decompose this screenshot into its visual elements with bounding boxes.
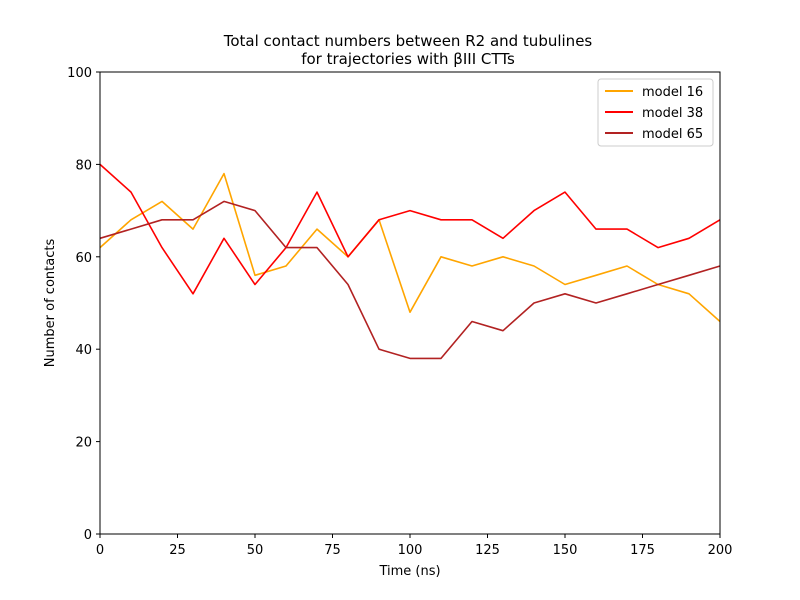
x-tick-label: 50 (247, 543, 264, 558)
y-tick-label: 20 (75, 436, 92, 451)
x-axis-label: Time (ns) (378, 564, 440, 579)
series-line-3 (99, 200, 721, 360)
series-line-2 (99, 163, 721, 295)
legend-box (597, 78, 714, 147)
x-tick-label: 175 (630, 543, 655, 558)
x-tick-label: 0 (96, 543, 104, 558)
x-tick-label: 200 (708, 543, 733, 558)
x-axis: 0 25 50 75 100 125 150 175 200 (96, 534, 733, 558)
legend-label-3: model 65 (642, 127, 703, 142)
y-tick-label: 100 (67, 66, 92, 81)
legend-label-2: model 38 (642, 106, 703, 121)
y-axis: 0 20 40 60 80 100 (67, 66, 100, 543)
series-line-1 (99, 172, 721, 323)
y-axis-label: Number of contacts (43, 239, 58, 368)
chart-title: Total contact numbers between R2 and tub… (223, 32, 593, 50)
x-tick-label: 150 (553, 543, 578, 558)
legend: model 16 model 38 model 65 (597, 78, 714, 147)
chart-subtitle: for trajectories with βIII CTTs (301, 50, 515, 68)
x-tick-label: 125 (475, 543, 500, 558)
y-tick-label: 0 (84, 528, 92, 543)
legend-label-1: model 16 (642, 85, 703, 100)
y-tick-label: 60 (75, 251, 92, 266)
y-tick-label: 80 (75, 158, 92, 173)
x-tick-label: 75 (324, 543, 341, 558)
x-tick-label: 25 (169, 543, 186, 558)
y-tick-label: 40 (75, 343, 92, 358)
series-group (99, 163, 721, 360)
x-tick-label: 100 (398, 543, 423, 558)
